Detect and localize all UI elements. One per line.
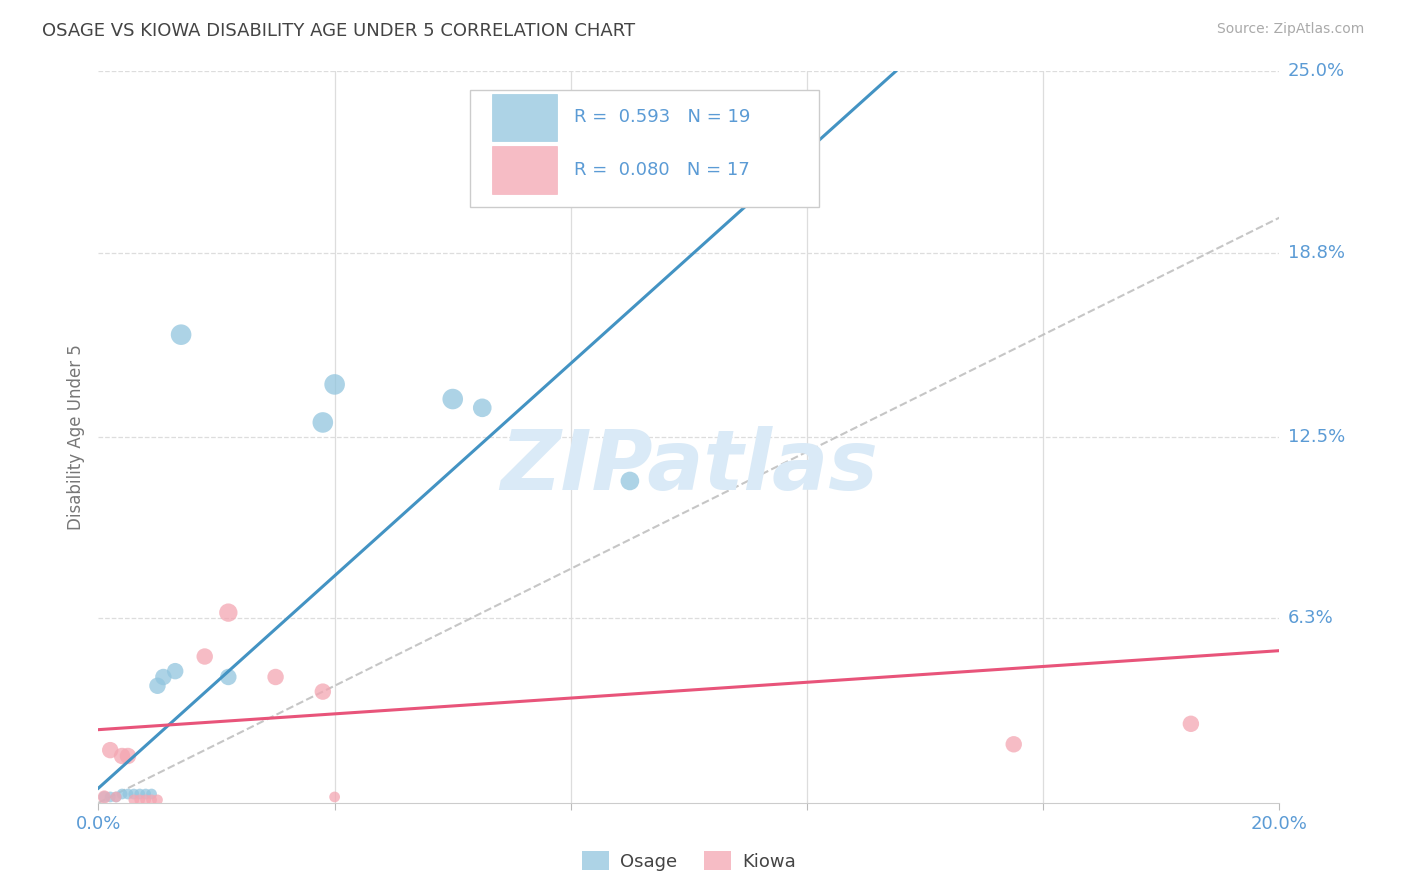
Point — [312, 416, 335, 430]
Text: 18.8%: 18.8% — [1288, 244, 1344, 261]
Legend: Osage, Kiowa: Osage, Kiowa — [575, 844, 803, 878]
Point — [122, 787, 145, 801]
Text: Source: ZipAtlas.com: Source: ZipAtlas.com — [1216, 22, 1364, 37]
Text: R =  0.080   N = 17: R = 0.080 N = 17 — [575, 161, 751, 179]
Point — [1180, 716, 1202, 731]
Point — [264, 670, 287, 684]
FancyBboxPatch shape — [471, 90, 818, 207]
Point — [105, 789, 128, 804]
Point — [135, 787, 157, 801]
Point — [105, 789, 128, 804]
Text: 6.3%: 6.3% — [1288, 609, 1333, 627]
Point — [471, 401, 494, 415]
Point — [141, 787, 163, 801]
Point — [152, 670, 174, 684]
Point — [111, 749, 134, 764]
Point — [146, 679, 169, 693]
FancyBboxPatch shape — [492, 94, 557, 141]
Point — [170, 327, 193, 342]
Point — [146, 793, 169, 807]
Point — [122, 793, 145, 807]
Point — [1002, 737, 1025, 751]
Point — [165, 664, 187, 678]
Point — [128, 793, 150, 807]
Point — [117, 787, 139, 801]
Text: ZIPatlas: ZIPatlas — [501, 425, 877, 507]
Point — [111, 787, 134, 801]
Text: 25.0%: 25.0% — [1288, 62, 1346, 80]
FancyBboxPatch shape — [492, 146, 557, 194]
Point — [135, 793, 157, 807]
Point — [93, 789, 115, 804]
Point — [128, 787, 150, 801]
Point — [441, 392, 464, 406]
Text: OSAGE VS KIOWA DISABILITY AGE UNDER 5 CORRELATION CHART: OSAGE VS KIOWA DISABILITY AGE UNDER 5 CO… — [42, 22, 636, 40]
Point — [312, 684, 335, 698]
Point — [194, 649, 217, 664]
Text: 12.5%: 12.5% — [1288, 428, 1346, 446]
Point — [98, 789, 121, 804]
Text: R =  0.593   N = 19: R = 0.593 N = 19 — [575, 109, 751, 127]
Point — [141, 793, 163, 807]
Point — [117, 749, 139, 764]
Point — [98, 743, 121, 757]
Point — [323, 789, 346, 804]
Y-axis label: Disability Age Under 5: Disability Age Under 5 — [66, 344, 84, 530]
Point — [93, 789, 115, 804]
Point — [619, 474, 641, 488]
Point — [217, 606, 239, 620]
Point — [323, 377, 346, 392]
Point — [217, 670, 239, 684]
